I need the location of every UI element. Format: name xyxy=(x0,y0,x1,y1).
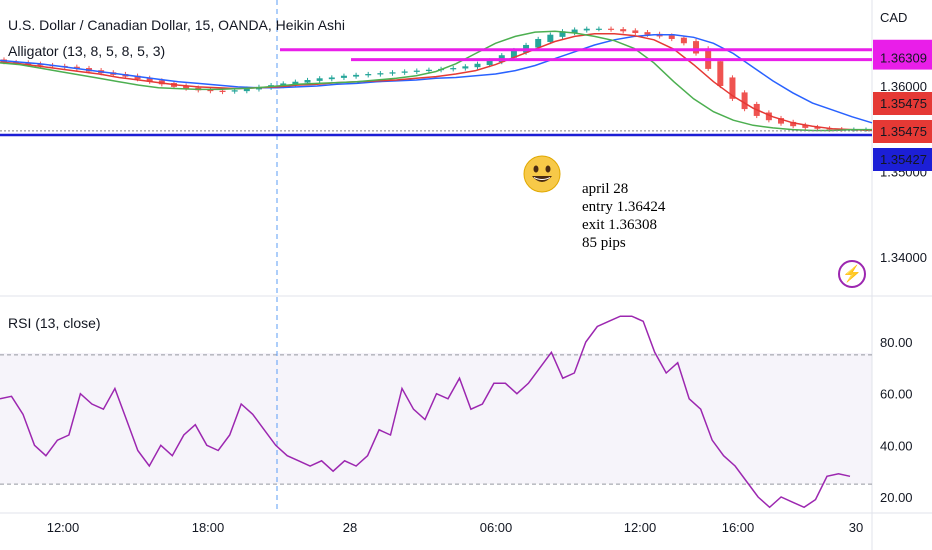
candle-body xyxy=(741,92,748,110)
candle-body xyxy=(668,35,675,39)
note-date: april 28 xyxy=(582,181,629,197)
time-tick: 30 xyxy=(849,520,863,535)
candle-body xyxy=(146,77,153,82)
candle-body xyxy=(219,90,226,92)
candle-body xyxy=(559,31,566,37)
note-entry: entry 1.36424 xyxy=(582,199,666,215)
price-tag-label: 1.35475 xyxy=(880,96,927,111)
candle-body xyxy=(316,78,323,81)
time-tick: 18:00 xyxy=(192,520,225,535)
price-tag-bg xyxy=(873,46,932,70)
chart-title: U.S. Dollar / Canadian Dollar, 15, OANDA… xyxy=(8,17,345,33)
price-tick-3: 1.34000 xyxy=(880,250,927,265)
price-tag-label: 1.35475 xyxy=(880,124,927,139)
price-axis-currency: CAD xyxy=(880,10,907,25)
rsi-tick-40: 40.00 xyxy=(880,438,913,453)
candle-body xyxy=(474,63,481,68)
candle-body xyxy=(510,50,517,58)
candle-body xyxy=(243,88,250,92)
rsi-tick-20: 20.00 xyxy=(880,490,913,505)
candle-body xyxy=(571,29,578,33)
note-exit: exit 1.36308 xyxy=(582,217,657,233)
candle-body xyxy=(340,75,347,78)
candle-body xyxy=(693,41,700,54)
time-tick: 16:00 xyxy=(722,520,755,535)
price-tick-1: 1.36000 xyxy=(880,79,927,94)
candle-body xyxy=(413,70,420,72)
candle-body xyxy=(389,72,396,74)
candle-body xyxy=(765,112,772,121)
candle-body xyxy=(304,80,311,83)
candle-body xyxy=(486,60,493,66)
price-tag-bg xyxy=(873,148,932,171)
rsi-band-fill xyxy=(0,353,872,485)
candle-body xyxy=(778,118,785,124)
price-tag-bg xyxy=(873,92,932,115)
candle-body xyxy=(328,77,335,80)
candle-body xyxy=(292,81,299,85)
time-tick: 12:00 xyxy=(624,520,657,535)
candle-body xyxy=(353,74,360,77)
candle-body xyxy=(583,28,590,31)
candle-body xyxy=(462,66,469,69)
candle-body xyxy=(207,89,214,92)
candle-body xyxy=(134,75,141,80)
candle-body xyxy=(814,127,821,129)
rsi-line xyxy=(0,315,851,509)
price-tag-bg xyxy=(873,120,932,143)
indicator-label: Alligator (13, 8, 5, 8, 5, 3) xyxy=(8,43,165,59)
candle-body xyxy=(802,124,809,128)
candle-body xyxy=(535,38,542,48)
alligator-lips-line xyxy=(0,30,872,132)
candle-body xyxy=(280,83,287,86)
rsi-tick-60: 60.00 xyxy=(880,387,913,402)
candle-body xyxy=(608,28,615,30)
candle-body xyxy=(632,30,639,33)
smiley-emoji-icon xyxy=(523,155,561,193)
trade-note: april 28 entry 1.36424 exit 1.36308 85 p… xyxy=(582,180,665,252)
candle-body xyxy=(729,77,736,99)
time-tick: 06:00 xyxy=(480,520,513,535)
candle-body xyxy=(620,29,627,32)
candle-body xyxy=(183,85,190,89)
candle-body xyxy=(547,34,554,42)
candle-body xyxy=(450,68,457,70)
price-tag-label: 1.35427 xyxy=(880,152,927,167)
candle-body xyxy=(377,73,384,75)
candle-body xyxy=(680,37,687,44)
candle-body xyxy=(13,62,20,64)
lightning-icon[interactable]: ⚡ xyxy=(838,260,866,288)
candle-body xyxy=(644,32,651,35)
price-tag-label: 1.36309 xyxy=(880,51,927,66)
candle-body xyxy=(231,90,238,92)
time-tick: 28 xyxy=(343,520,357,535)
note-pips: 85 pips xyxy=(582,235,626,251)
candle-body xyxy=(595,28,602,30)
rsi-tick-80: 80.00 xyxy=(880,335,913,350)
candle-body xyxy=(365,74,372,76)
candle-body xyxy=(717,61,724,86)
rsi-label: RSI (13, close) xyxy=(8,315,101,331)
alligator-teeth-line xyxy=(0,33,873,132)
candle-body xyxy=(790,121,797,127)
candle-body xyxy=(425,69,432,72)
time-tick: 12:00 xyxy=(47,520,80,535)
candle-body xyxy=(401,71,408,73)
